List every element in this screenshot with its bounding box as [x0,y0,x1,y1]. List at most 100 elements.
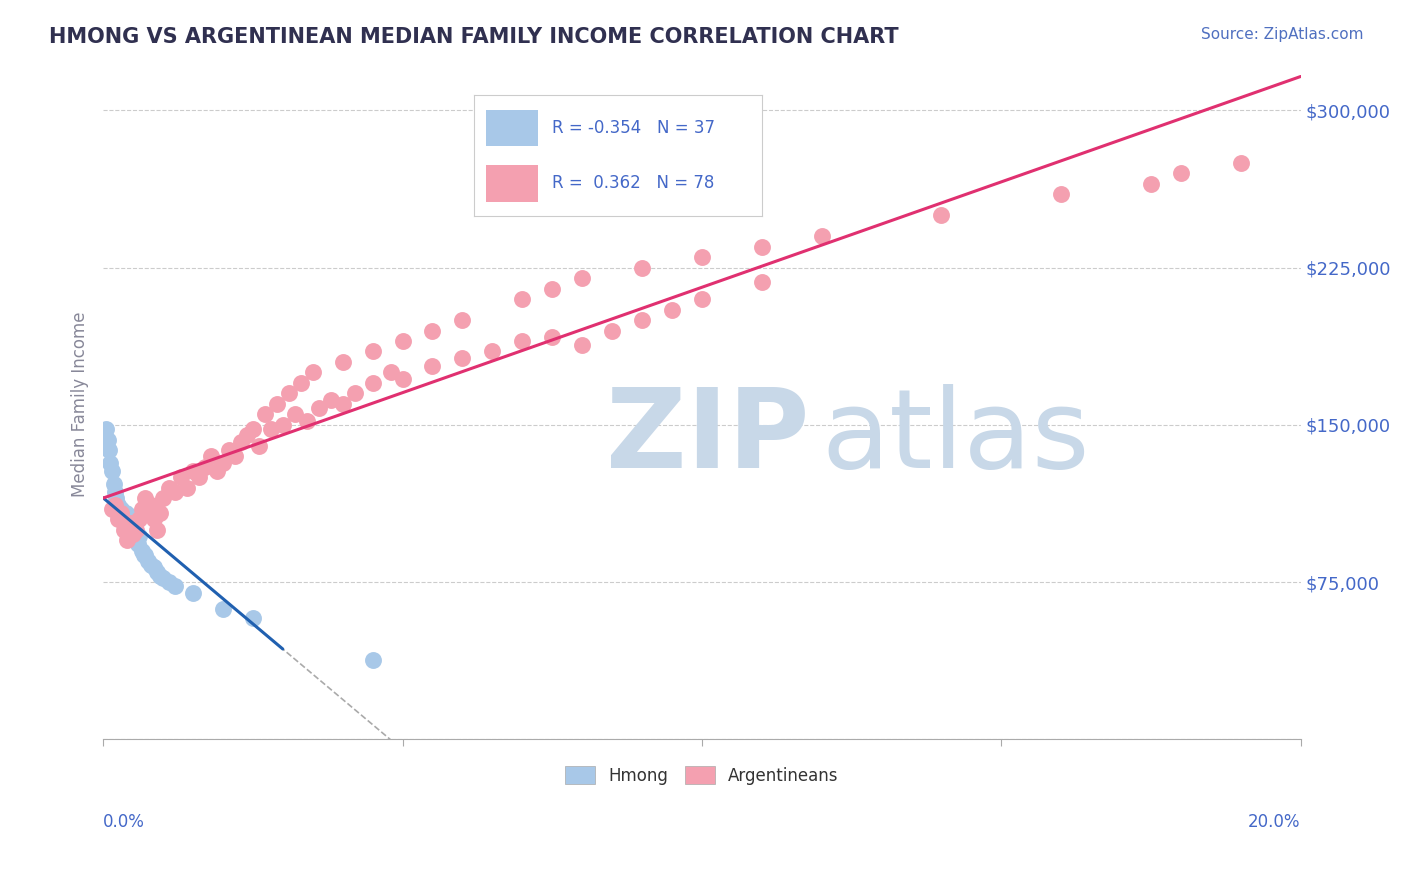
Point [481,344,503,359]
Point [94,422,117,436]
Point [391,334,413,348]
Point [125,523,148,537]
Point [149,568,172,582]
Point [187,470,209,484]
Point [224,450,246,464]
Point [143,512,166,526]
Point [132,548,155,562]
Point [176,481,198,495]
Point [277,386,299,401]
Point [146,565,169,579]
Point [301,366,323,380]
Point [242,610,264,624]
Point [98,442,121,457]
Point [361,344,384,359]
Point [152,571,174,585]
Point [108,506,131,520]
Point [110,501,132,516]
Point [112,516,135,531]
Point [107,498,129,512]
Point [105,491,128,506]
Point [247,439,270,453]
Point [510,334,533,348]
Point [139,558,162,573]
Point [107,512,129,526]
Point [690,292,713,306]
Point [122,526,145,541]
Point [631,313,654,327]
Point [181,585,204,599]
Point [120,512,142,526]
Point [361,652,384,666]
Point [253,408,276,422]
Point [103,476,125,491]
Point [152,491,174,506]
Point [391,372,413,386]
Point [380,366,402,380]
Point [1170,166,1192,180]
Point [541,282,564,296]
Point [1050,187,1073,202]
Point [260,422,283,436]
Point [121,523,143,537]
Point [157,575,180,590]
Point [136,554,159,568]
Text: atlas: atlas [821,384,1090,491]
Point [571,271,593,285]
Point [308,401,330,416]
Point [290,376,312,390]
Point [122,526,145,541]
Point [134,548,156,562]
Legend: Hmong, Argentineans: Hmong, Argentineans [558,760,845,791]
Point [111,512,134,526]
Point [690,250,713,264]
Point [422,324,444,338]
Point [163,579,186,593]
Point [200,450,222,464]
Point [136,506,159,520]
Point [571,338,593,352]
Point [194,459,217,474]
Point [181,464,204,478]
Point [170,470,193,484]
Point [101,501,124,516]
Point [242,422,264,436]
Point [120,516,142,531]
Point [134,491,156,506]
Point [332,355,354,369]
Point [751,276,773,290]
Point [205,464,228,478]
Point [229,434,252,449]
Point [631,260,654,275]
Point [343,386,366,401]
Point [422,359,444,374]
Point [1229,156,1251,170]
Point [127,537,149,551]
Point [131,501,153,516]
Point [157,481,180,495]
Point [104,484,127,499]
Point [115,506,138,520]
Point [661,302,683,317]
Point [139,498,162,512]
Text: 20.0%: 20.0% [1249,813,1301,830]
Point [319,392,342,407]
Point [218,442,240,457]
Point [125,533,148,548]
Point [751,240,773,254]
Point [212,602,235,616]
Point [115,523,138,537]
Text: HMONG VS ARGENTINEAN MEDIAN FAMILY INCOME CORRELATION CHART: HMONG VS ARGENTINEAN MEDIAN FAMILY INCOM… [49,27,898,46]
Point [101,464,124,478]
Point [284,408,307,422]
Point [146,523,169,537]
Point [98,456,121,470]
Point [236,428,259,442]
Point [115,533,138,548]
Point [112,523,135,537]
Point [600,324,623,338]
Point [810,229,832,244]
Point [931,208,953,222]
Point [510,292,533,306]
Point [117,508,139,522]
